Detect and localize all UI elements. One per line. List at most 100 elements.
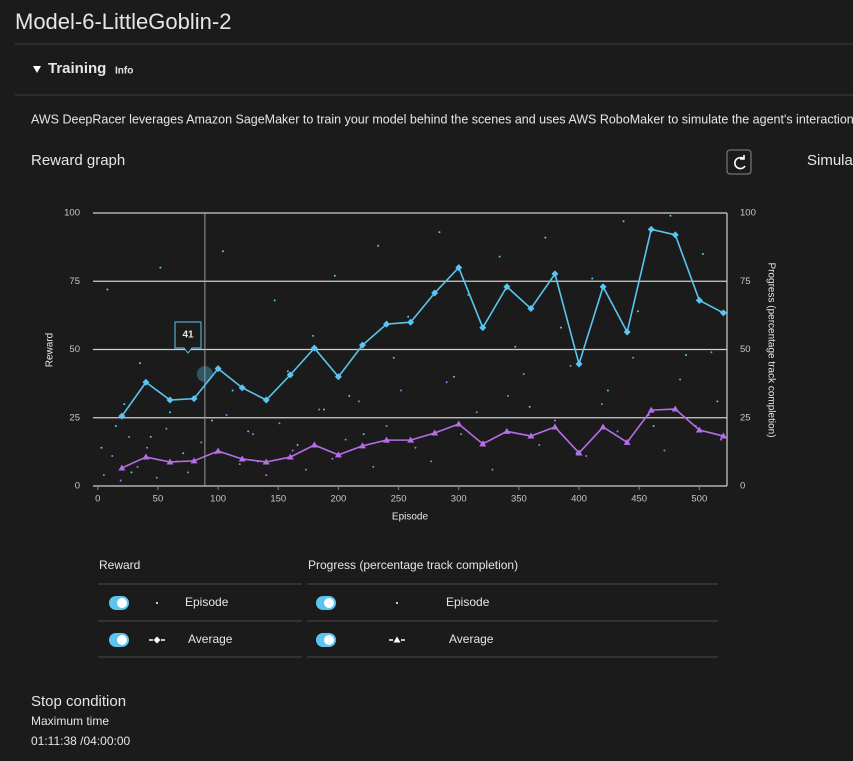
average-point	[166, 396, 174, 404]
average-point	[695, 426, 703, 433]
episode-point	[362, 433, 365, 436]
episode-point	[522, 373, 525, 376]
episode-point	[318, 408, 321, 411]
average-point	[671, 405, 679, 412]
average-point	[431, 289, 439, 297]
average-point	[623, 328, 631, 336]
episode-point	[111, 454, 114, 457]
average-point	[334, 373, 342, 381]
average-point	[262, 458, 270, 465]
episode-point	[507, 394, 510, 397]
x-tick-label: 50	[153, 494, 164, 505]
episode-point	[600, 403, 603, 406]
episode-point	[138, 362, 141, 365]
average-line	[121, 228, 724, 417]
average-point	[623, 438, 631, 445]
average-point	[214, 365, 222, 373]
episode-point	[357, 400, 360, 403]
average-point	[118, 464, 126, 471]
episode-point	[265, 474, 268, 477]
episode-point	[710, 351, 713, 354]
episode-point	[286, 370, 289, 373]
legend: Reward Progress (percentage track complet…	[98, 558, 718, 658]
episode-point	[430, 460, 433, 463]
average-point	[671, 231, 679, 239]
episode-point	[106, 288, 109, 291]
episode-point	[168, 411, 171, 414]
average-point	[719, 432, 727, 439]
legend-group-title: Progress (percentage track completion)	[308, 558, 518, 572]
tooltip-box	[174, 321, 202, 354]
average-point	[575, 449, 583, 456]
x-tick-label: 300	[451, 494, 467, 505]
average-point	[238, 455, 246, 462]
page-title: Model-6-LittleGoblin-2	[15, 9, 231, 34]
side-title: Simula	[807, 152, 853, 169]
episode-point	[238, 463, 241, 466]
average-point	[118, 412, 126, 420]
episode-point	[155, 476, 158, 479]
episode-point	[452, 375, 455, 378]
y2-tick-label: 25	[740, 412, 751, 423]
episode-point	[414, 446, 417, 449]
episode-point	[211, 419, 214, 422]
y-tick-label: 0	[75, 481, 80, 492]
average-point	[383, 436, 391, 443]
x-tick-label: 100	[210, 494, 226, 505]
episode-point	[491, 468, 494, 471]
average-point	[190, 395, 198, 403]
average-point	[262, 396, 270, 404]
x-tick-label: 250	[391, 494, 407, 505]
y-axis-title: Reward	[45, 333, 56, 367]
episode-point	[679, 378, 682, 381]
average-point	[358, 341, 366, 349]
average-point	[310, 441, 318, 448]
y2-tick-label: 50	[740, 344, 751, 355]
episode-point	[385, 424, 388, 427]
episode-point	[438, 231, 441, 234]
average-point	[647, 406, 655, 413]
episode-point	[278, 422, 281, 425]
episode-point	[165, 427, 168, 430]
episode-point	[528, 405, 531, 408]
average-point	[479, 324, 487, 332]
episode-point	[187, 471, 190, 474]
average-point	[142, 378, 150, 386]
average-point	[599, 423, 607, 430]
episode-point	[636, 310, 639, 313]
y2-tick-label: 75	[740, 276, 751, 287]
episode-point	[392, 356, 395, 359]
collapse-icon[interactable]	[33, 66, 41, 73]
episode-point	[553, 419, 556, 422]
episode-point	[100, 446, 103, 449]
average-point	[358, 442, 366, 449]
hover-point	[196, 366, 213, 383]
average-line	[121, 408, 724, 469]
episode-point	[200, 441, 203, 444]
average-point	[142, 453, 150, 460]
episode-point	[331, 457, 334, 460]
episode-point	[128, 435, 131, 438]
average-point	[527, 305, 535, 313]
episode-point	[102, 474, 105, 477]
episode-point	[460, 433, 463, 436]
y-tick-label: 25	[69, 412, 80, 423]
episode-point	[344, 438, 347, 441]
average-point	[503, 427, 511, 434]
legend-toggle-knob	[117, 635, 127, 645]
average-point	[190, 457, 198, 464]
episode-point	[663, 449, 666, 452]
section-title[interactable]: Training	[48, 60, 106, 77]
x-tick-label: 450	[631, 494, 647, 505]
episode-point	[296, 444, 299, 447]
episode-point	[322, 408, 325, 411]
legend-marker	[393, 636, 401, 643]
episode-point	[119, 479, 122, 482]
x-tick-label: 0	[95, 494, 100, 505]
refresh-button[interactable]	[726, 149, 752, 175]
episode-point	[632, 356, 635, 359]
episode-point	[146, 446, 149, 449]
episode-point	[544, 236, 547, 239]
info-link[interactable]: Info	[115, 66, 133, 77]
